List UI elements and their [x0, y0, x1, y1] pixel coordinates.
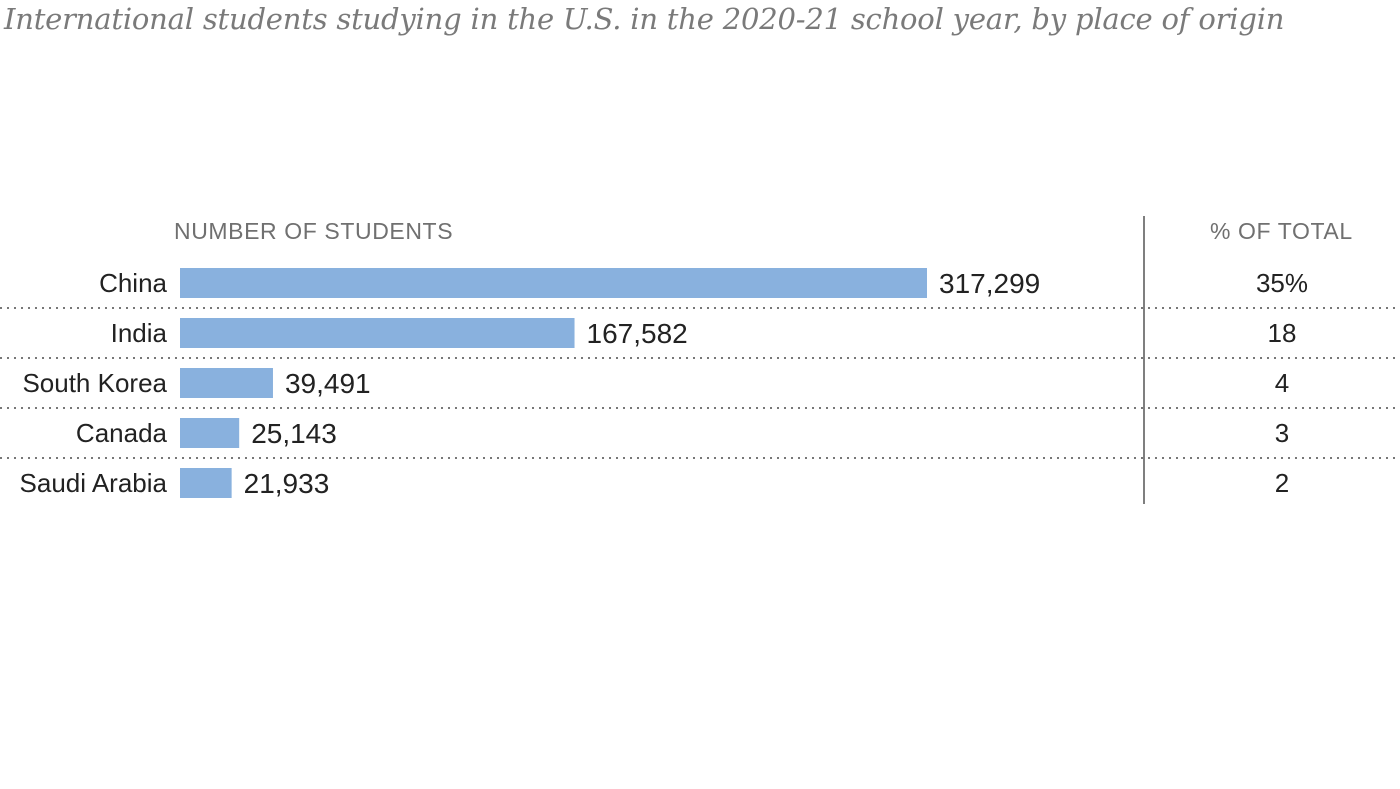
percent-label-south-korea: 4 — [1275, 368, 1289, 398]
chart-title: International students studying in the U… — [4, 2, 1285, 36]
bar-saudi-arabia — [180, 468, 232, 498]
category-label-canada: Canada — [76, 418, 168, 448]
bar-china — [180, 268, 927, 298]
value-label-saudi-arabia: 21,933 — [244, 468, 330, 499]
category-label-india: India — [111, 318, 168, 348]
value-label-india: 167,582 — [587, 318, 688, 349]
percent-of-total-header: % OF TOTAL — [1210, 218, 1353, 244]
value-label-canada: 25,143 — [251, 418, 337, 449]
number-of-students-header: NUMBER OF STUDENTS — [174, 218, 454, 244]
value-label-south-korea: 39,491 — [285, 368, 371, 399]
category-label-south-korea: South Korea — [22, 368, 167, 398]
bar-india — [180, 318, 575, 348]
bar-south-korea — [180, 368, 273, 398]
percent-label-india: 18 — [1268, 318, 1297, 348]
category-label-china: China — [99, 268, 167, 298]
value-label-china: 317,299 — [939, 268, 1040, 299]
percent-label-canada: 3 — [1275, 418, 1289, 448]
percent-label-china: 35% — [1256, 268, 1308, 298]
percent-label-saudi-arabia: 2 — [1275, 468, 1289, 498]
bar-canada — [180, 418, 240, 448]
category-label-saudi-arabia: Saudi Arabia — [20, 468, 168, 498]
